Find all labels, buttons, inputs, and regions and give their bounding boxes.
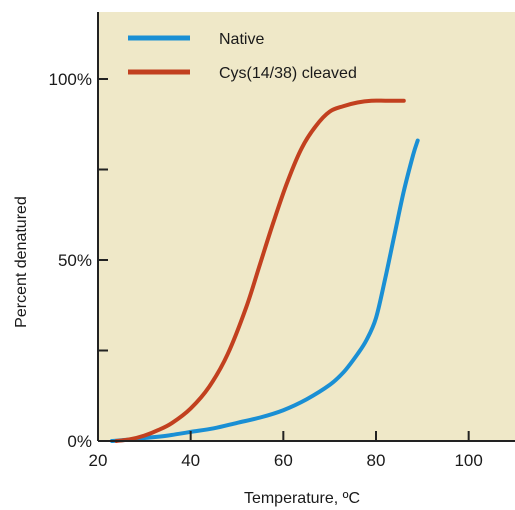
- x-axis-ticks: 20 40 60 80 100: [89, 431, 483, 470]
- y-tick-label: 50%: [58, 251, 92, 270]
- legend: Native Cys(14/38) cleaved: [128, 31, 357, 82]
- y-axis-title: Percent denatured: [13, 196, 30, 328]
- plot-area: [98, 12, 515, 441]
- x-tick-label: 80: [367, 451, 386, 470]
- legend-label: Native: [219, 31, 264, 48]
- x-tick-label: 20: [89, 451, 108, 470]
- series-lines: [109, 98, 420, 443]
- x-axis-title: Temperature, ºC: [244, 490, 360, 507]
- y-tick-label: 0%: [67, 432, 92, 451]
- legend-label: Cys(14/38) cleaved: [219, 65, 357, 82]
- x-tick-label: 60: [274, 451, 293, 470]
- y-tick-label: 100%: [49, 70, 92, 89]
- y-axis-ticks: 0% 50% 100%: [49, 70, 108, 451]
- x-tick-label: 100: [454, 451, 482, 470]
- series-line-2: [114, 98, 406, 443]
- series-line-1: [109, 138, 420, 443]
- x-tick-label: 40: [181, 451, 200, 470]
